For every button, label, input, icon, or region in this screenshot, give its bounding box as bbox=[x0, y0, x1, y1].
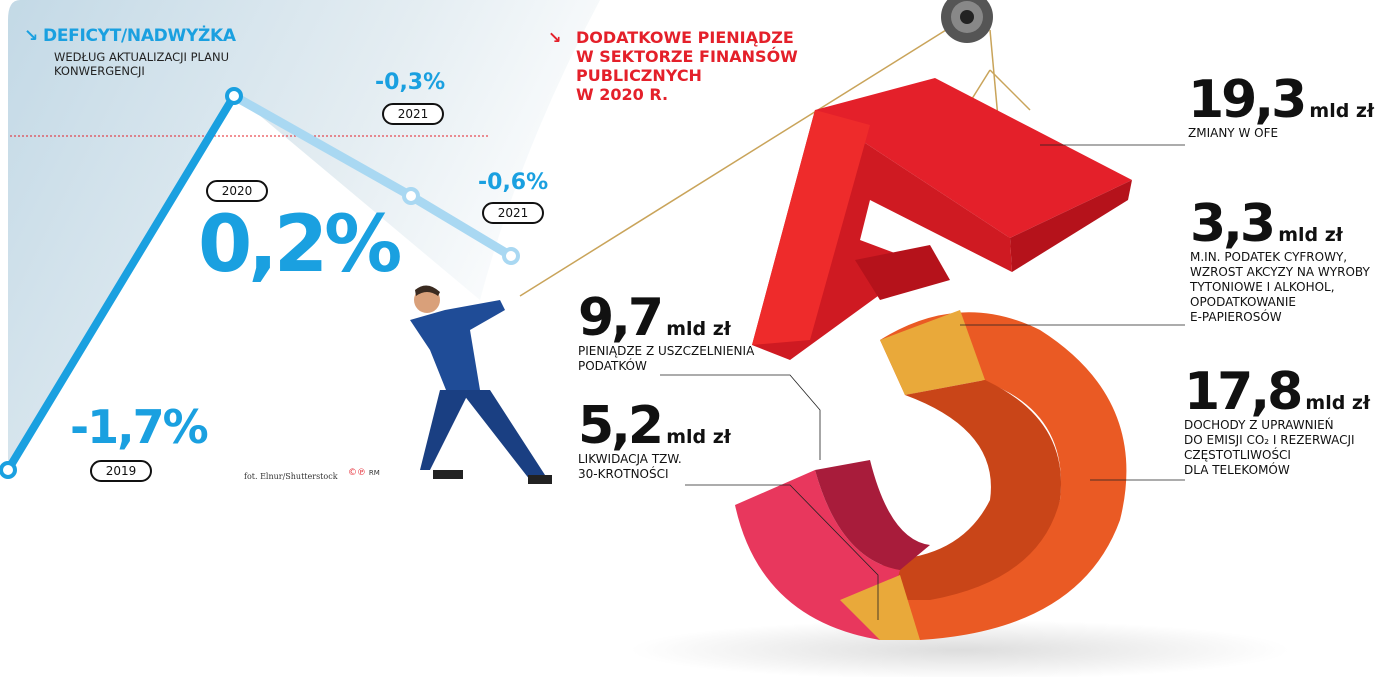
value-label-2021b: -0,6% bbox=[478, 170, 549, 195]
year-pill-2020: 2020 bbox=[206, 180, 268, 202]
item-desc: PIENIĄDZE Z USZCZELNIENIA bbox=[578, 344, 755, 358]
value-label-2020: 0,2% bbox=[198, 200, 402, 290]
item-desc: OPODATKOWANIE bbox=[1190, 295, 1296, 309]
leader-lines bbox=[660, 144, 1185, 620]
item-desc: DLA TELEKOMÓW bbox=[1184, 463, 1290, 477]
item-unit: mld zł bbox=[666, 426, 731, 448]
item-value: 5,2 bbox=[578, 396, 664, 456]
chart-title: DEFICYT/NADWYŻKA bbox=[43, 26, 236, 46]
year-pill-2021b: 2021 bbox=[482, 202, 544, 224]
copyright-icon: ©℗ bbox=[348, 468, 366, 478]
line-segment bbox=[406, 191, 516, 261]
item-taxes: 3,3 mld zł M.IN. PODATEK CYFROWY, WZROST… bbox=[1190, 198, 1370, 325]
five-figure bbox=[735, 78, 1132, 640]
title-line: PUBLICZNYCH bbox=[576, 66, 702, 85]
line-segment bbox=[229, 91, 416, 201]
line-segment bbox=[4, 92, 238, 474]
item-desc: 30-KROTNOŚCI bbox=[578, 467, 669, 481]
item-unit: mld zł bbox=[666, 318, 731, 340]
item-desc: ZMIANY W OFE bbox=[1188, 126, 1279, 140]
item-desc: TYTONIOWE I ALKOHOL, bbox=[1190, 280, 1335, 294]
item-value: 19,3 bbox=[1188, 70, 1307, 130]
item-desc: CZĘSTOTLIWOŚCI bbox=[1184, 448, 1291, 462]
title-line: W 2020 R. bbox=[576, 85, 669, 104]
right-title-block: ↘ DODATKOWE PIENIĄDZE W SEKTORZE FINANSÓ… bbox=[548, 28, 798, 104]
chart-header: ↘ DEFICYT/NADWYŻKA bbox=[24, 26, 236, 46]
data-point bbox=[0, 461, 17, 479]
item-sealing: 9,7 mld zł PIENIĄDZE Z USZCZELNIENIA POD… bbox=[578, 292, 754, 374]
gear-icon bbox=[941, 0, 993, 43]
item-unit: mld zł bbox=[1305, 392, 1371, 414]
value-label-2019: -1,7% bbox=[70, 400, 209, 454]
value-label-2021a: -0,3% bbox=[375, 70, 446, 95]
businessman-figure bbox=[410, 285, 552, 484]
item-desc: DO EMISJI CO₂ I REZERWACJI bbox=[1184, 433, 1355, 447]
copyright-logo: ©℗ RM bbox=[348, 468, 380, 478]
subtitle-line: WEDŁUG AKTUALIZACJI PLANU bbox=[54, 50, 230, 64]
chart-subtitle: WEDŁUG AKTUALIZACJI PLANU KONWERGENCJI bbox=[54, 50, 229, 78]
item-unit: mld zł bbox=[1278, 224, 1343, 246]
item-desc: WZROST AKCYZY NA WYROBY bbox=[1190, 265, 1370, 279]
item-unit: mld zł bbox=[1309, 100, 1375, 122]
data-point bbox=[225, 87, 243, 105]
item-value: 9,7 bbox=[578, 288, 664, 348]
title-line: DODATKOWE PIENIĄDZE bbox=[576, 28, 794, 47]
item-30x: 5,2 mld zł LIKWIDACJA TZW. 30-KROTNOŚCI bbox=[578, 400, 731, 482]
item-desc: DOCHODY Z UPRAWNIEŃ bbox=[1184, 418, 1334, 432]
line-chart bbox=[0, 87, 520, 479]
year-pill-2021a: 2021 bbox=[382, 103, 444, 125]
data-point bbox=[502, 247, 520, 265]
item-ofe: 19,3 mld zł ZMIANY W OFE bbox=[1188, 74, 1374, 141]
item-desc: E-PAPIEROSÓW bbox=[1190, 310, 1282, 324]
photo-credit: fot. Elnur/Shutterstock bbox=[244, 472, 338, 481]
item-emissions: 17,8 mld zł DOCHODY Z UPRAWNIEŃ DO EMISJ… bbox=[1184, 366, 1370, 478]
item-desc: M.IN. PODATEK CYFROWY, bbox=[1190, 250, 1348, 264]
subtitle-line: KONWERGENCJI bbox=[54, 64, 145, 78]
item-value: 3,3 bbox=[1190, 194, 1276, 254]
item-desc: PODATKÓW bbox=[578, 359, 647, 373]
arrow-down-right-icon: ↘ bbox=[548, 28, 562, 47]
data-point bbox=[402, 187, 420, 205]
item-value: 17,8 bbox=[1184, 362, 1303, 422]
item-desc: LIKWIDACJA TZW. bbox=[578, 452, 682, 466]
title-line: W SEKTORZE FINANSÓW bbox=[576, 47, 798, 66]
year-pill-2019: 2019 bbox=[90, 460, 152, 482]
arrow-down-right-icon: ↘ bbox=[24, 26, 38, 46]
